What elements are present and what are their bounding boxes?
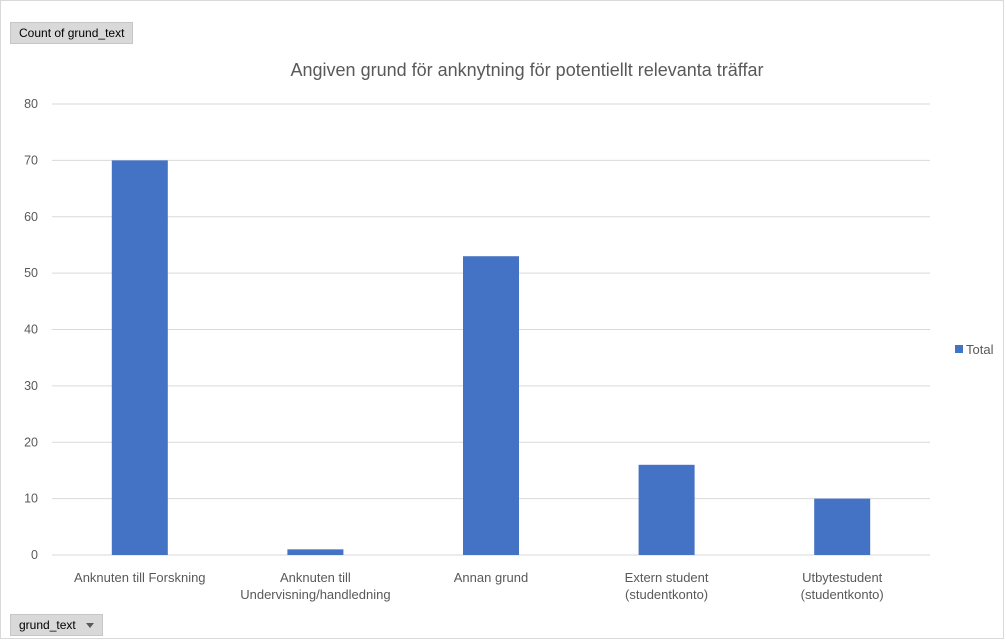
y-tick-label: 30 (24, 379, 38, 393)
y-tick-label: 70 (24, 153, 38, 167)
chevron-down-icon[interactable] (85, 623, 94, 628)
y-tick-label: 20 (24, 435, 38, 449)
x-axis-categories: Anknuten till Forskning Anknuten till Unde… (74, 570, 884, 602)
x-category-label: Utbytestudent (802, 570, 883, 585)
x-category-label: Extern student (625, 570, 709, 585)
chart-title: Angiven grund för anknytning för potenti… (291, 60, 764, 80)
x-category-label: Anknuten till Forskning (74, 570, 206, 585)
bar (111, 160, 168, 555)
bar (463, 256, 519, 555)
y-tick-label: 60 (24, 210, 38, 224)
x-category-label: (studentkonto) (801, 587, 884, 602)
y-tick-label: 50 (24, 266, 38, 280)
x-category-label: (studentkonto) (625, 587, 708, 602)
value-field-button[interactable]: Count of grund_text (10, 22, 134, 44)
legend: Total (955, 342, 994, 357)
bar (638, 464, 695, 555)
bar (287, 549, 344, 555)
y-axis-ticks: 0 10 20 30 40 50 60 70 80 (24, 97, 38, 562)
axis-field-label: grund_text (19, 618, 76, 632)
x-category-label: Annan grund (454, 570, 528, 585)
y-tick-label: 10 (24, 492, 38, 506)
legend-swatch-total (955, 345, 963, 353)
bars (111, 160, 871, 555)
bar (814, 498, 871, 555)
axis-field-button[interactable]: grund_text (10, 614, 103, 636)
legend-label-total: Total (966, 342, 994, 357)
y-tick-label: 0 (31, 548, 38, 562)
x-category-label: Anknuten till (280, 570, 351, 585)
y-tick-label: 40 (24, 323, 38, 337)
y-tick-label: 80 (24, 97, 38, 111)
x-category-label: Undervisning/handledning (240, 587, 390, 602)
